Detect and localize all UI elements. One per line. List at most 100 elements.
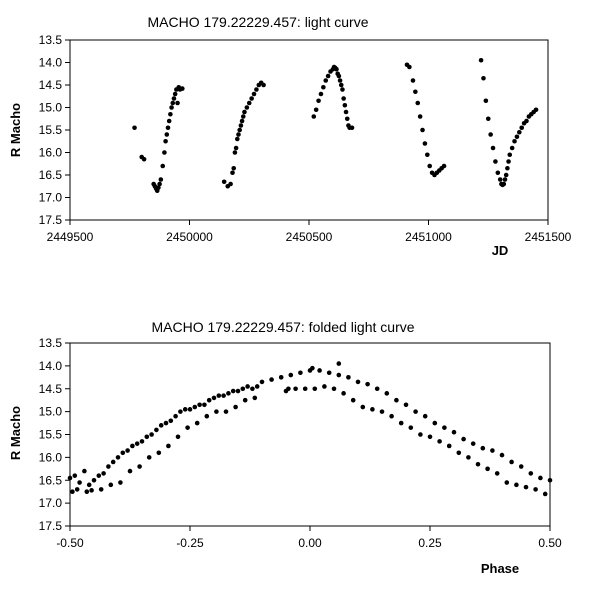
data-point: [533, 487, 538, 492]
data-point: [120, 450, 126, 456]
data-point: [408, 425, 414, 430]
data-point: [163, 420, 169, 426]
data-point: [451, 429, 457, 435]
data-point: [250, 386, 255, 392]
data-point: [322, 384, 327, 389]
data-point: [156, 185, 161, 190]
data-point: [342, 102, 348, 108]
data-point: [144, 434, 150, 440]
data-point: [230, 170, 235, 176]
data-point: [478, 57, 484, 63]
data-point: [466, 455, 471, 460]
data-point: [233, 145, 239, 151]
data-point: [168, 418, 174, 424]
y-tick-label: 17.5: [39, 519, 63, 533]
data-point: [202, 402, 207, 408]
data-point: [336, 361, 342, 366]
data-point: [231, 165, 237, 171]
data-point: [394, 397, 399, 403]
data-point: [245, 384, 250, 389]
data-point: [132, 125, 137, 131]
data-point: [221, 393, 226, 398]
data-point: [323, 78, 329, 83]
data-point: [216, 393, 222, 398]
data-point: [252, 395, 258, 401]
data-point: [533, 107, 539, 113]
data-point: [497, 177, 503, 182]
y-tick-label: 15.5: [39, 428, 63, 442]
data-point: [235, 388, 241, 394]
data-point: [437, 439, 442, 444]
data-point: [261, 82, 266, 88]
data-point: [470, 441, 476, 446]
folded-light-curve-xlabel: Phase: [481, 561, 519, 576]
data-point: [542, 491, 548, 497]
data-point: [505, 165, 510, 171]
data-point: [173, 413, 178, 419]
data-point: [236, 132, 241, 137]
data-point: [211, 395, 217, 401]
data-point: [432, 420, 438, 426]
data-point: [197, 402, 202, 408]
data-point: [349, 125, 355, 131]
data-point: [523, 484, 529, 490]
data-point: [77, 480, 82, 485]
data-point: [86, 482, 92, 488]
data-point: [246, 100, 252, 106]
data-point: [442, 425, 447, 430]
data-point: [518, 464, 524, 469]
folded-light-curve-ylabel: R Macho: [8, 406, 23, 460]
data-point: [403, 402, 409, 408]
data-point: [495, 170, 501, 176]
data-point: [475, 461, 481, 467]
light-curve-xlabel: JD: [492, 243, 509, 258]
data-point: [417, 114, 423, 119]
data-point: [141, 156, 147, 162]
data-point: [302, 386, 308, 392]
x-tick-label: -0.25: [176, 536, 204, 550]
data-point: [169, 105, 174, 110]
data-point: [422, 413, 428, 419]
data-point: [427, 163, 432, 169]
data-point: [485, 116, 491, 122]
data-point: [415, 100, 421, 106]
data-point: [172, 91, 178, 97]
data-point: [494, 471, 500, 476]
data-point: [331, 386, 337, 392]
data-point: [490, 145, 496, 151]
data-point: [337, 78, 343, 83]
x-tick-label: -0.50: [56, 536, 84, 550]
data-point: [326, 370, 332, 376]
data-point: [82, 468, 87, 474]
data-point: [407, 64, 412, 70]
data-point: [514, 134, 520, 140]
data-point: [70, 489, 75, 494]
data-point: [244, 105, 250, 110]
data-point: [425, 152, 430, 158]
data-point: [158, 423, 164, 428]
data-point: [490, 448, 495, 453]
light-curve-plot-area: [69, 39, 549, 221]
data-point: [96, 473, 102, 478]
data-point: [288, 372, 294, 378]
data-point: [146, 455, 152, 460]
data-point: [235, 136, 240, 142]
data-point: [204, 413, 210, 419]
data-point: [519, 125, 525, 131]
data-point: [512, 138, 517, 144]
data-point: [507, 152, 513, 158]
data-point: [547, 477, 553, 483]
data-point: [156, 450, 162, 456]
x-tick-label: 2450500: [286, 230, 333, 244]
data-point: [441, 163, 447, 169]
data-point: [254, 87, 259, 92]
data-point: [461, 436, 466, 442]
data-point: [340, 87, 345, 92]
data-point: [483, 98, 489, 104]
data-point: [182, 407, 188, 412]
data-point: [370, 407, 375, 412]
data-point: [158, 177, 164, 182]
data-point: [214, 409, 219, 414]
y-tick-label: 17.0: [39, 191, 63, 205]
data-point: [110, 459, 116, 465]
